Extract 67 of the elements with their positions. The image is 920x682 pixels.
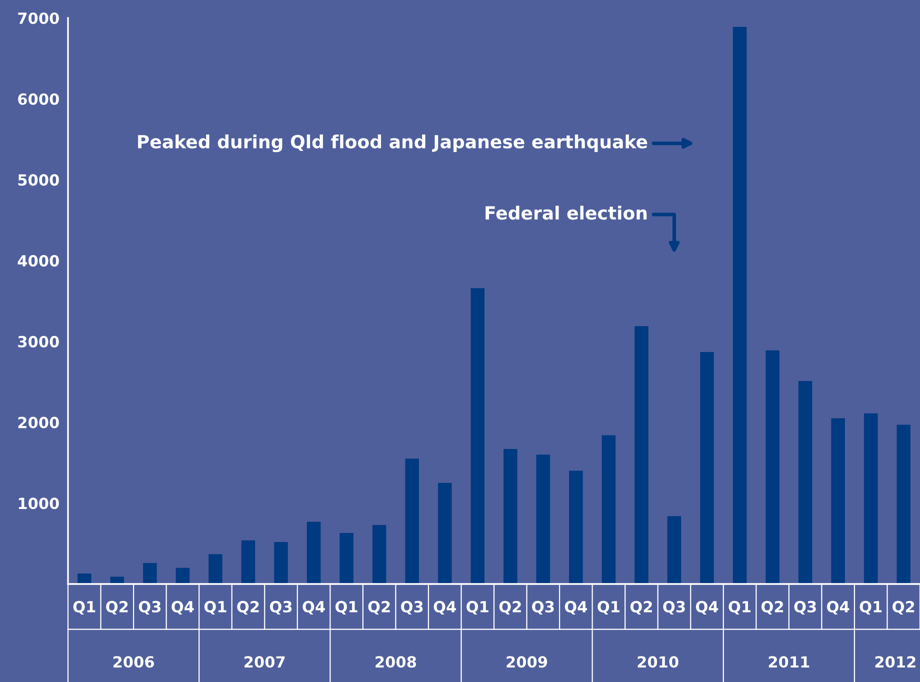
x-tick-label: Q3 xyxy=(270,600,292,615)
x-tick-label: Q4 xyxy=(696,600,718,615)
y-tick-label: 5000 xyxy=(18,174,59,186)
bar xyxy=(569,470,583,584)
bar xyxy=(438,482,452,584)
bar xyxy=(274,542,288,584)
x-tick-label: Q4 xyxy=(172,600,194,615)
bar xyxy=(634,326,648,584)
text: 2009 xyxy=(506,656,548,668)
bar xyxy=(766,350,780,584)
bar xyxy=(667,516,682,584)
x-tick-label: Q1 xyxy=(466,600,488,615)
bar xyxy=(798,381,812,584)
x-tick-label: Q4 xyxy=(827,600,850,615)
x-tick-label: Q1 xyxy=(598,600,620,615)
bar xyxy=(208,554,222,584)
x-tick-label: Q3 xyxy=(138,600,161,615)
bar xyxy=(306,522,321,584)
bar xyxy=(700,352,714,584)
text: 2012 xyxy=(875,656,916,668)
bar xyxy=(864,413,878,584)
bar xyxy=(896,424,910,584)
bar xyxy=(405,458,419,584)
text: 2010 xyxy=(638,656,678,668)
bar xyxy=(176,568,190,584)
text: 2006 xyxy=(113,656,154,668)
bar xyxy=(78,573,92,584)
y-tick-label: 2000 xyxy=(18,416,59,428)
bar xyxy=(340,533,354,584)
x-tick-label: Q2 xyxy=(368,600,390,615)
x-tick-label: Q1 xyxy=(73,600,96,615)
text: 2011 xyxy=(768,656,810,668)
annotation: Federal election xyxy=(486,206,647,220)
x-tick-label: Q1 xyxy=(204,600,226,615)
x-tick-label: Q2 xyxy=(106,600,128,615)
x-tick-label: Q2 xyxy=(761,600,784,615)
y-tick-label: 1000 xyxy=(18,498,59,510)
x-tick-label: Q2 xyxy=(892,600,914,615)
bar xyxy=(732,26,747,584)
x-tick-label: Q1 xyxy=(728,600,751,615)
bar xyxy=(470,288,484,584)
bar xyxy=(504,448,518,584)
x-tick-label: Q4 xyxy=(302,600,325,615)
x-tick-label: Q3 xyxy=(794,600,816,615)
bar xyxy=(602,435,616,584)
x-tick-label: Q2 xyxy=(630,600,652,615)
x-tick-label: Q4 xyxy=(434,600,456,615)
bar xyxy=(241,540,256,584)
annotation: Peaked during Qld flood and Japanese earthquake xyxy=(138,134,648,152)
x-tick-label: Q2 xyxy=(499,600,521,615)
bar xyxy=(831,418,845,584)
bar xyxy=(372,524,386,584)
bar xyxy=(143,562,157,584)
y-tick-label: 6000 xyxy=(18,93,59,105)
y-tick-label: 3000 xyxy=(18,336,59,348)
text: 2008 xyxy=(376,656,416,668)
x-tick-label: Q3 xyxy=(532,600,554,615)
x-tick-label: Q4 xyxy=(564,600,588,615)
x-tick-label: Q1 xyxy=(335,600,358,615)
y-tick-label: 4000 xyxy=(18,255,59,267)
x-tick-label: Q1 xyxy=(860,600,882,615)
text: 2007 xyxy=(244,656,285,668)
x-tick-label: Q3 xyxy=(663,600,685,615)
x-tick-label: Q2 xyxy=(237,600,259,615)
bar xyxy=(536,454,550,584)
x-tick-label: Q3 xyxy=(401,600,423,615)
y-tick-label: 7000 xyxy=(18,12,59,24)
